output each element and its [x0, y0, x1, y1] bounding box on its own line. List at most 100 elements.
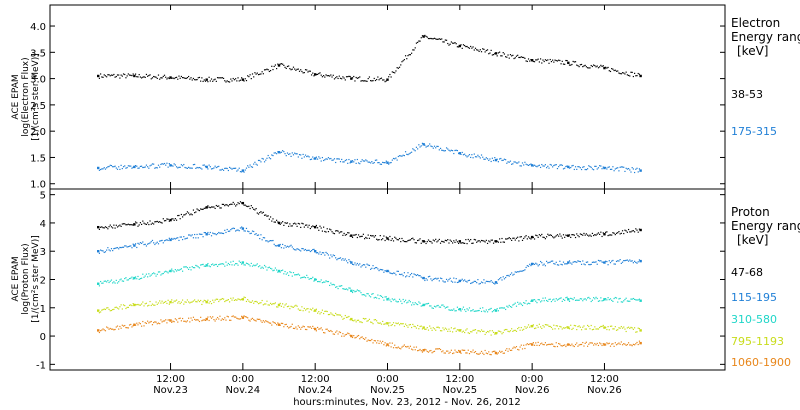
scatter-dot: [482, 282, 483, 283]
scatter-dot: [617, 301, 618, 302]
scatter-dot: [445, 328, 446, 329]
scatter-dot: [174, 78, 175, 79]
scatter-dot: [159, 271, 160, 272]
scatter-dot: [275, 323, 276, 324]
scatter-dot: [460, 353, 461, 354]
scatter-dot: [354, 262, 355, 263]
scatter-dot: [205, 232, 206, 233]
scatter-dot: [392, 298, 393, 299]
scatter-dot: [382, 79, 383, 80]
scatter-dot: [489, 330, 490, 331]
scatter-dot: [311, 309, 312, 310]
scatter-dot: [448, 45, 449, 46]
scatter-dot: [230, 78, 231, 79]
scatter-dot: [418, 350, 419, 351]
scatter-dot: [296, 248, 297, 249]
data-point: [350, 234, 352, 236]
y-tick-label: 2.5: [30, 101, 46, 112]
scatter-dot: [344, 318, 345, 319]
scatter-dot: [329, 331, 330, 332]
scatter-dot: [595, 261, 596, 262]
scatter-dot: [194, 234, 195, 235]
scatter-dot: [450, 44, 451, 45]
data-point: [169, 301, 171, 303]
scatter-dot: [425, 349, 426, 350]
scatter-dot: [106, 167, 107, 168]
scatter-dot: [259, 238, 260, 239]
scatter-dot: [135, 243, 136, 244]
scatter-dot: [287, 326, 288, 327]
scatter-dot: [378, 79, 379, 80]
scatter-dot: [364, 264, 365, 265]
scatter-dot: [621, 233, 622, 234]
scatter-dot: [212, 316, 213, 317]
scatter-dot: [321, 312, 322, 313]
scatter-dot: [441, 241, 442, 242]
scatter-dot: [452, 353, 453, 354]
scatter-dot: [505, 309, 506, 310]
scatter-dot: [518, 327, 519, 328]
scatter-dot: [289, 153, 290, 154]
scatter-dot: [198, 300, 199, 301]
scatter-dot: [123, 73, 124, 74]
scatter-dot: [166, 322, 167, 323]
scatter-dot: [142, 241, 143, 242]
scatter-dot: [222, 263, 223, 264]
scatter-dot: [546, 344, 547, 345]
scatter-dot: [523, 302, 524, 303]
scatter-dot: [388, 239, 389, 240]
scatter-dot: [108, 249, 109, 250]
scatter-dot: [122, 168, 123, 169]
scatter-dot: [254, 301, 255, 302]
data-points: [97, 35, 642, 355]
scatter-dot: [339, 286, 340, 287]
scatter-dot: [299, 327, 300, 328]
scatter-dot: [362, 294, 363, 295]
scatter-dot: [329, 314, 330, 315]
scatter-dot: [102, 309, 103, 310]
scatter-dot: [597, 343, 598, 344]
scatter-dot: [419, 41, 420, 42]
scatter-dot: [599, 300, 600, 301]
scatter-dot: [340, 257, 341, 258]
scatter-dot: [165, 301, 166, 302]
scatter-dot: [234, 316, 235, 317]
scatter-dot: [106, 227, 107, 228]
scatter-dot: [527, 61, 528, 62]
scatter-dot: [276, 153, 277, 154]
scatter-dot: [341, 316, 342, 317]
scatter-dot: [155, 77, 156, 78]
scatter-dot: [515, 303, 516, 304]
scatter-dot: [389, 162, 390, 163]
scatter-dot: [369, 76, 370, 77]
scatter-dot: [169, 304, 170, 305]
scatter-dot: [344, 336, 345, 337]
scatter-dot: [519, 165, 520, 166]
scatter-dot: [253, 209, 254, 210]
scatter-dot: [252, 266, 253, 267]
scatter-dot: [621, 73, 622, 74]
scatter-dot: [122, 308, 123, 309]
electron-panel-frame: [50, 5, 725, 189]
scatter-dot: [122, 325, 123, 326]
scatter-dot: [560, 345, 561, 346]
scatter-dot: [192, 79, 193, 80]
scatter-dot: [161, 163, 162, 164]
scatter-dot: [186, 321, 187, 322]
scatter-dot: [281, 222, 282, 223]
data-point: [169, 319, 171, 321]
scatter-dot: [224, 205, 225, 206]
scatter-dot: [509, 305, 510, 306]
scatter-dot: [210, 166, 211, 167]
scatter-dot: [576, 262, 577, 263]
scatter-dot: [398, 347, 399, 348]
scatter-dot: [243, 264, 244, 265]
scatter-dot: [597, 264, 598, 265]
scatter-dot: [324, 76, 325, 77]
scatter-dot: [479, 240, 480, 241]
scatter-dot: [200, 234, 201, 235]
scatter-dot: [186, 78, 187, 79]
scatter-dot: [534, 165, 535, 166]
x-tick-date-label: Nov.23: [153, 385, 188, 396]
scatter-dot: [406, 275, 407, 276]
